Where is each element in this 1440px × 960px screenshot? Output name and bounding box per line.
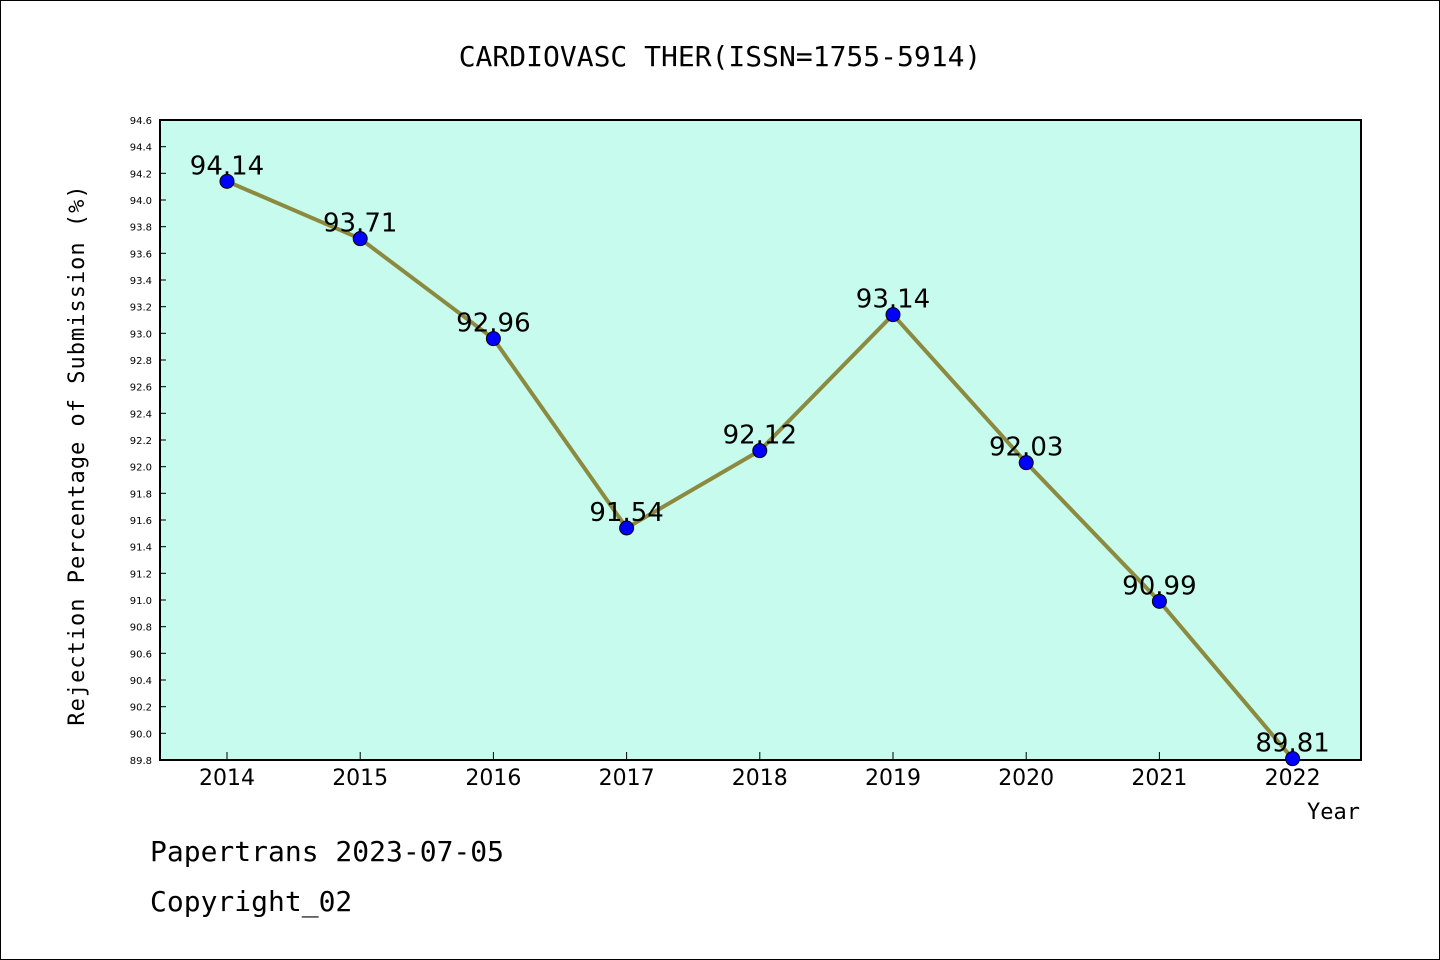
y-tick-label: 92.6 bbox=[130, 383, 152, 394]
plot-area bbox=[159, 119, 1362, 761]
data-point bbox=[352, 231, 368, 247]
y-tick-label: 93.4 bbox=[130, 276, 152, 287]
footer-date: Papertrans 2023-07-05 bbox=[150, 835, 505, 868]
footer-copyright: Copyright_02 bbox=[150, 885, 353, 918]
y-tick-label: 94.0 bbox=[130, 196, 152, 207]
x-tick-label: 2015 bbox=[332, 766, 388, 791]
y-tick-label: 90.8 bbox=[130, 623, 152, 634]
y-tick-label: 93.2 bbox=[130, 303, 152, 314]
y-tick-label: 92.2 bbox=[130, 436, 152, 447]
data-point bbox=[1018, 455, 1034, 471]
data-point bbox=[1151, 593, 1167, 609]
y-tick-label: 91.0 bbox=[130, 596, 152, 607]
data-point bbox=[1285, 751, 1301, 767]
y-tick-label: 92.4 bbox=[130, 409, 152, 420]
data-label: 92.03 bbox=[989, 433, 1063, 463]
y-tick-label: 94.2 bbox=[130, 169, 152, 180]
y-tick-label: 93.6 bbox=[130, 249, 152, 260]
y-tick-label: 89.8 bbox=[130, 756, 152, 767]
y-tick-label: 90.4 bbox=[130, 676, 152, 687]
y-tick-label: 91.6 bbox=[130, 516, 152, 527]
y-tick-label: 92.8 bbox=[130, 356, 152, 367]
data-label: 89.81 bbox=[1255, 729, 1329, 759]
y-tick-label: 93.8 bbox=[130, 223, 152, 234]
data-label: 92.12 bbox=[723, 421, 797, 451]
data-point bbox=[219, 173, 235, 189]
x-tick-label: 2014 bbox=[199, 766, 255, 791]
y-tick-label: 92.0 bbox=[130, 463, 152, 474]
data-point bbox=[752, 443, 768, 459]
y-axis-label: Rejection Percentage of Submission (%) bbox=[65, 184, 90, 725]
data-label: 90.99 bbox=[1122, 571, 1196, 601]
x-axis: 2014 2015 2016 2017 2018 2019 2020 2021 2022 bbox=[199, 752, 1321, 791]
x-tick-label: 2017 bbox=[599, 766, 655, 791]
y-tick-label: 93.0 bbox=[130, 329, 152, 340]
data-point bbox=[885, 307, 901, 323]
y-tick-label: 94.4 bbox=[130, 143, 152, 154]
x-tick-label: 2016 bbox=[465, 766, 521, 791]
y-tick-label: 90.0 bbox=[130, 729, 152, 740]
y-tick-label: 91.2 bbox=[130, 569, 152, 580]
y-tick-label: 94.6 bbox=[130, 116, 152, 127]
chart-title: CARDIOVASC THER(ISSN=1755-5914) bbox=[459, 40, 982, 73]
data-labels: 94.14 93.71 92.96 91.54 92.12 93.14 92.03 90.99… bbox=[190, 151, 1330, 758]
series-line-group bbox=[219, 173, 1301, 767]
x-tick-label: 2018 bbox=[732, 766, 788, 791]
data-label: 91.54 bbox=[589, 498, 663, 528]
x-tick-label: 2022 bbox=[1265, 766, 1321, 791]
data-label: 92.96 bbox=[456, 309, 530, 339]
data-label: 94.14 bbox=[190, 151, 264, 181]
x-tick-label: 2021 bbox=[1131, 766, 1187, 791]
x-tick-label: 2019 bbox=[865, 766, 921, 791]
data-point bbox=[485, 331, 501, 347]
data-label: 93.71 bbox=[323, 209, 397, 239]
y-tick-label: 91.8 bbox=[130, 489, 152, 500]
y-tick-label: 91.4 bbox=[130, 543, 152, 554]
y-axis: 89.8 90.0 90.2 90.4 90.6 90.8 91.0 91.2 91.4 91.6… bbox=[130, 116, 166, 767]
y-tick-label: 90.6 bbox=[130, 649, 152, 660]
y-tick-label: 90.2 bbox=[130, 703, 152, 714]
data-point bbox=[619, 520, 635, 536]
data-label: 93.14 bbox=[856, 285, 930, 315]
x-axis-label: Year bbox=[1307, 800, 1360, 825]
x-tick-label: 2020 bbox=[998, 766, 1054, 791]
